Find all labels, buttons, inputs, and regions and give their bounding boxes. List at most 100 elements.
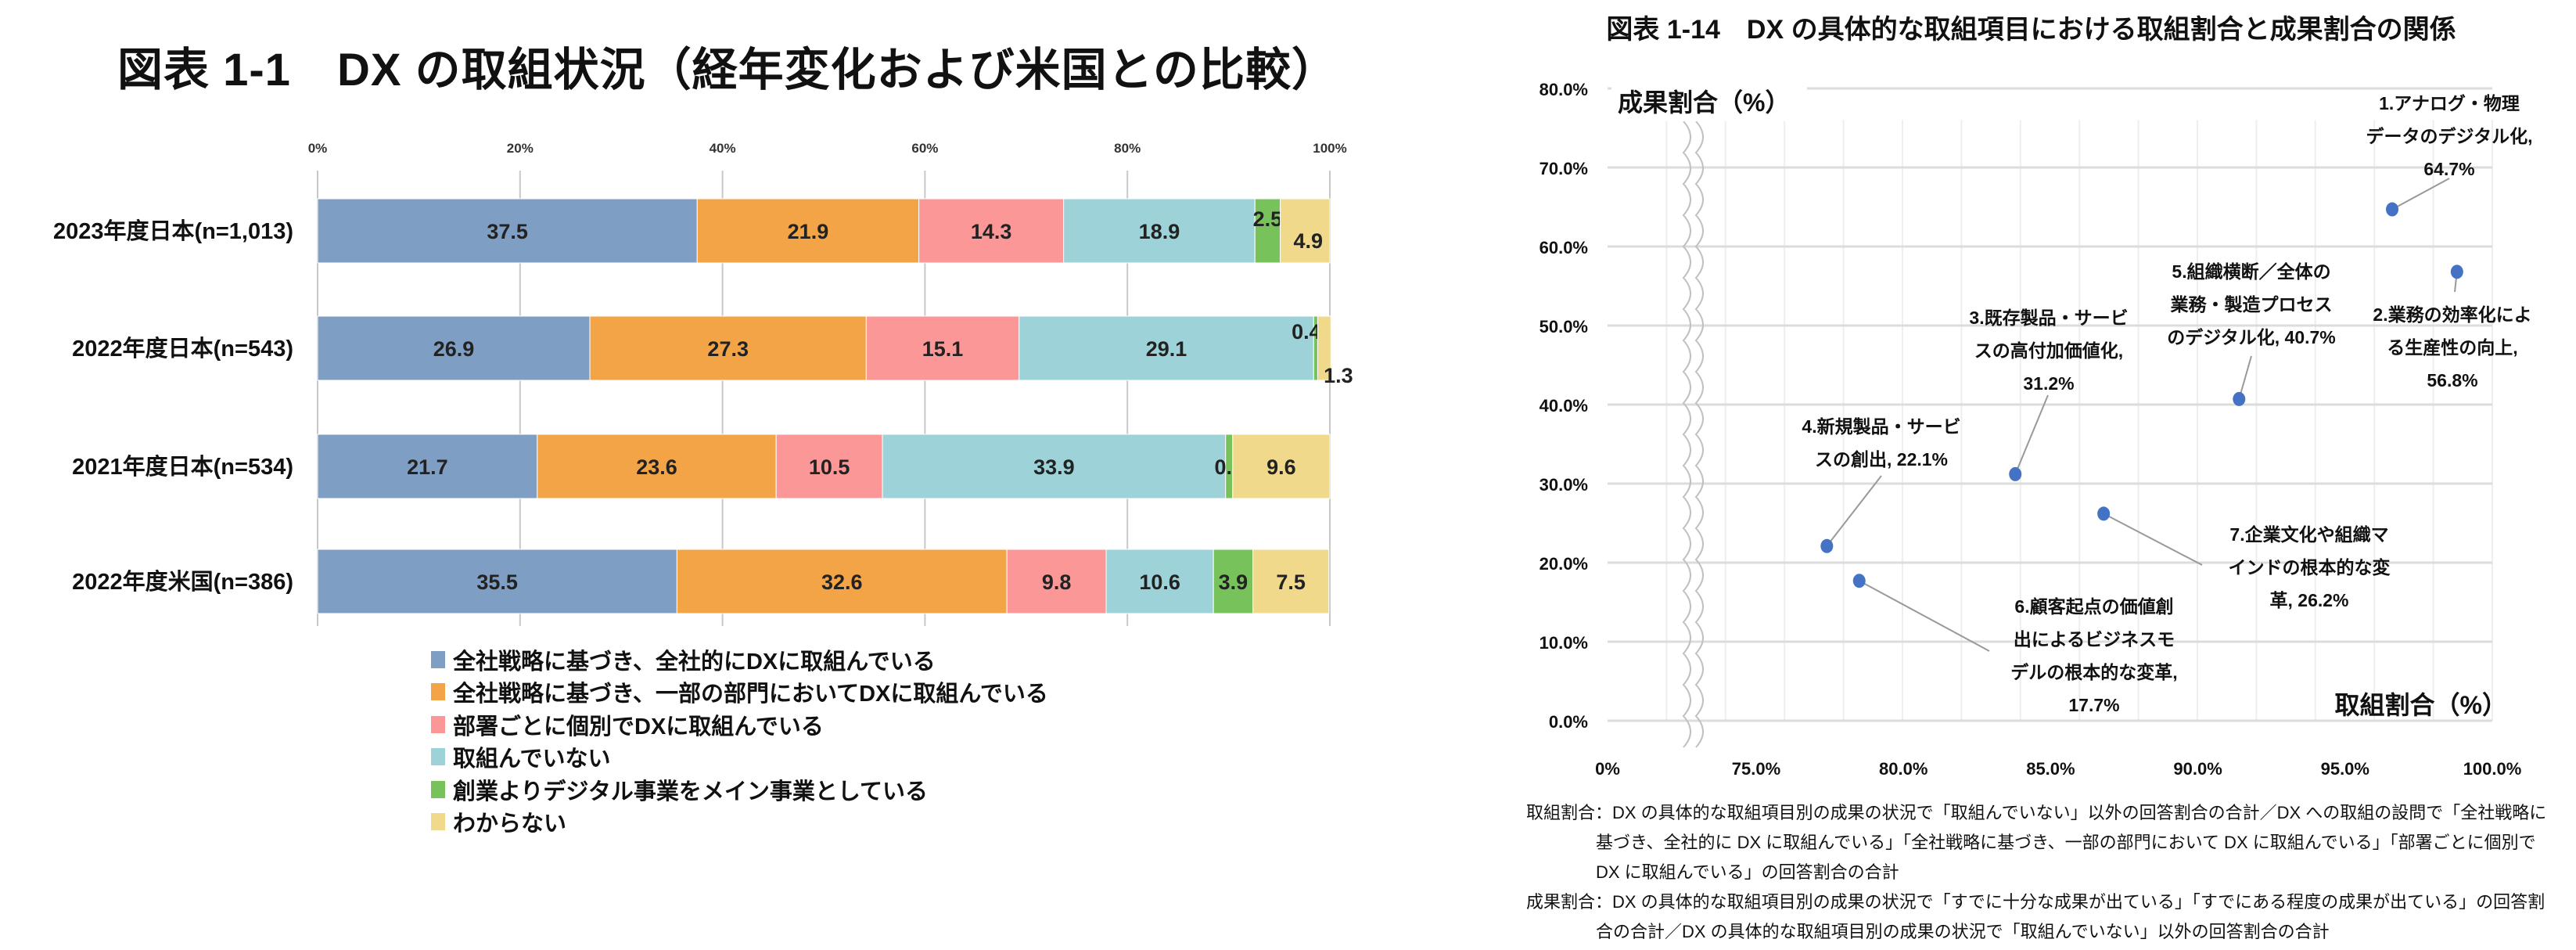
bar-value-label: 32.6 [821,570,863,594]
bar-value-label: 37.5 [487,220,528,243]
data-point [2386,202,2399,217]
bar-segment [1063,198,1256,264]
leader-line [2014,394,2049,475]
data-label: 1.アナログ・物理 [2379,93,2520,113]
bar-value-label: 35.5 [476,570,518,594]
data-label: 2.業務の効率化によ [2373,304,2531,325]
legend-item: 創業よりデジタル事業をメイン事業としている [431,773,1048,806]
x-tick-label: 95.0% [2321,759,2369,779]
bar-segment [1232,434,1331,499]
y-axis-title: 成果割合（%） [1618,88,1790,117]
legend-item: わからない [431,806,1048,839]
legend-swatch [431,650,445,668]
bar-segment [676,549,1008,614]
bar-segment [1317,315,1331,381]
legend-swatch [431,748,445,766]
leader-line [2391,178,2450,211]
y-tick-label: 40.0% [1539,396,1588,416]
x-tick-label: 100.0% [2463,759,2522,779]
bar-value-label: 0.4 [1292,320,1321,344]
data-point [2009,466,2022,481]
bar-value-label: 3.9 [1219,570,1248,594]
right-chart-title: 図表 1-14 DX の具体的な取組項目における取組割合と成果割合の関係 [1606,15,2456,45]
x-tick-label: 90.0% [2173,759,2222,779]
leader-line [1826,475,1882,547]
bar-value-label: 2.5 [1253,207,1283,231]
bar-legend: 全社戦略に基づき、全社的にDXに取組んでいる全社戦略に基づき、一部の部門において… [431,643,1048,838]
data-label: デルの根本的な変革, [2010,662,2177,682]
data-point [1852,574,1866,588]
x-tick-label: 80.0% [1879,759,1928,779]
data-label: 17.7% [2068,695,2119,715]
category-label: 2022年度米国(n=386) [72,568,293,595]
data-point [2097,506,2111,521]
bar-segment [1213,549,1254,614]
y-tick-label: 0.0% [1549,712,1588,732]
data-label: る生産性の向上, [2387,337,2517,358]
bar-value-label: 9.8 [1042,570,1072,594]
bar-value-label: 9.6 [1266,455,1296,479]
bar-segment [317,315,591,381]
bar-segment [1006,549,1107,614]
data-point [2233,391,2246,406]
x-tick-label: 100% [1313,141,1346,156]
leader-line [2103,513,2203,566]
stacked-bar-chart: 0% 20% 40% 60% 80% 100% 2023年度日本(n=1,013) 37.5 2… [53,141,1353,626]
data-point [1820,538,1834,553]
legend-swatch [431,780,445,798]
data-point [2450,264,2463,279]
data-label: 業務・製造プロセス [2170,294,2333,315]
bar-segment [1105,549,1214,614]
bar-value-label: 23.6 [636,455,677,479]
bar-value-label: 1.3 [1324,364,1353,387]
bar-segment [865,315,1020,381]
leader-line [1859,580,1990,652]
category-label: 2021年度日本(n=534) [72,453,293,480]
bar-segment [1280,198,1331,264]
bar-value-label: 10.6 [1139,570,1180,594]
bar-value-label: 33.9 [1033,455,1075,479]
legend-item: 全社戦略に基づき、全社的にDXに取組んでいる [431,643,1048,676]
bar-value-label: 27.3 [707,337,749,361]
axis-break-icon [1682,121,1691,748]
data-label: 7.企業文化や組織マ [2229,524,2388,545]
y-tick-label: 20.0% [1539,554,1588,574]
legend-swatch [431,715,445,733]
data-label: インドの根本的な変 [2229,557,2391,578]
y-tick-label: 80.0% [1539,80,1588,99]
notes: 取組割合：DX の具体的な取組項目別の成果の状況で「取組んでいない」以外の回答割… [1526,798,2559,947]
x-tick-label: 75.0% [1732,759,1780,779]
legend-label: 取組んでいない [453,747,611,772]
x-tick-label: 80% [1114,141,1141,156]
left-chart-title: 図表 1-1 DX の取組状況（経年変化および米国との比較） [117,45,1338,95]
legend-swatch [431,813,445,831]
x-tick-label: 40% [710,141,736,156]
leader-line [2238,355,2252,400]
axis-break-icon [1694,121,1704,748]
y-tick-label: 60.0% [1539,238,1588,257]
bar-segment [589,315,867,381]
y-tick-label: 70.0% [1539,159,1588,178]
bar-value-label: 7.5 [1276,570,1306,594]
data-label: 3.既存製品・サービ [1969,308,2128,328]
x-tick-label: 20% [507,141,534,156]
data-label: 56.8% [2427,370,2477,390]
legend-label: わからない [453,811,567,837]
bar-segment [775,434,883,499]
x-tick-label: 85.0% [2026,759,2075,779]
data-label: スの創出, 22.1% [1815,449,1948,470]
category-label: 2022年度日本(n=543) [72,335,293,362]
y-tick-label: 50.0% [1539,317,1588,336]
bar-segment [882,434,1227,499]
legend-label: 全社戦略に基づき、一部の部門においてDXに取組んでいる [453,682,1048,707]
x-tick-label: 0% [308,141,328,156]
data-label: データのデジタル化, [2366,126,2533,146]
legend-swatch [431,683,445,701]
legend-item: 取組んでいない [431,741,1048,774]
y-tick-label: 10.0% [1539,633,1588,653]
data-label: スの高付加価値化, [1974,340,2123,361]
note-seika: 成果割合：DX の具体的な取組項目別の成果の状況で「すでに十分な成果が出ている」… [1526,892,2545,941]
data-label: 5.組織横断／全体の [2172,261,2330,282]
bar-segment [317,434,538,499]
bar-segment [918,198,1065,264]
